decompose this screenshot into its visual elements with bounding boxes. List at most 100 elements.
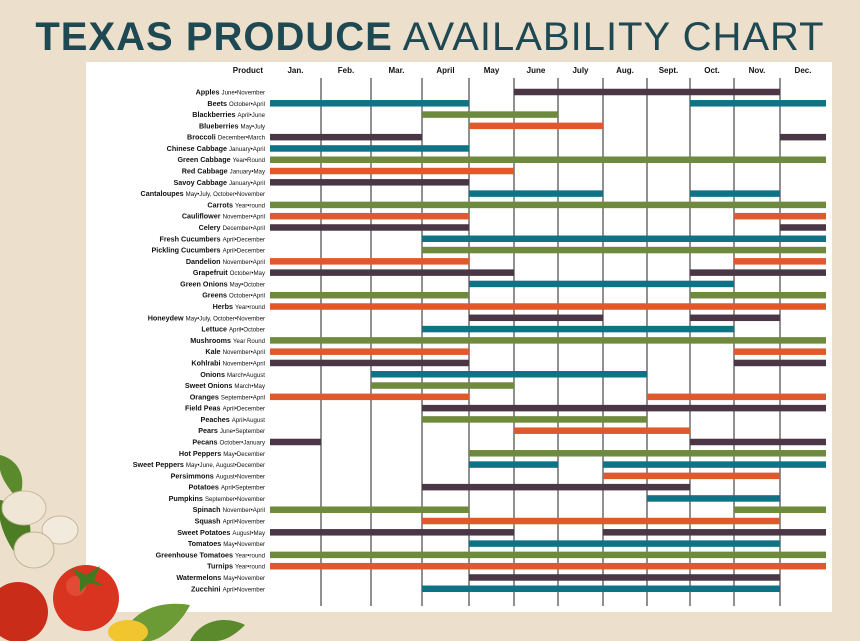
page-title: TEXAS PRODUCE AVAILABILITY CHART	[0, 12, 860, 62]
row-label: Honeydew May•July, October•November	[148, 313, 265, 322]
product-name: Herbs	[213, 302, 235, 311]
season-range: March•May	[234, 383, 266, 390]
availability-bar	[270, 156, 826, 163]
availability-bar	[422, 585, 780, 593]
availability-bar	[270, 179, 469, 186]
availability-bar	[270, 348, 469, 355]
availability-bar	[603, 472, 780, 480]
product-name: Lettuce	[201, 325, 229, 334]
product-name: Carrots	[207, 200, 235, 209]
tomato-icon	[0, 582, 48, 641]
product-name: Pickling Cucumbers	[151, 246, 222, 255]
row-label: Lettuce April•October	[201, 325, 265, 334]
availability-bar	[469, 450, 826, 457]
season-range: November•April	[223, 349, 265, 356]
season-range: Year•round	[235, 202, 265, 209]
product-name: Beets	[207, 99, 229, 108]
availability-bar	[270, 167, 514, 175]
availability-bar	[270, 551, 826, 559]
availability-bar	[690, 100, 826, 107]
row-label: Mushrooms Year Round	[190, 336, 265, 345]
season-range: March•August	[227, 372, 265, 379]
season-range: October•May	[230, 270, 266, 277]
row-label: Beets October•April	[207, 99, 265, 108]
product-name: Green Onions	[180, 279, 230, 288]
row-label: Savoy Cabbage January•April	[173, 178, 265, 187]
season-range: October•April	[229, 101, 265, 108]
mushroom-icon	[1, 490, 47, 526]
product-name: Potatoes	[189, 483, 221, 492]
row-label: Pears June•September	[198, 426, 265, 435]
product-name: Sweet Potatoes	[177, 528, 232, 537]
row-label: Oranges September•April	[190, 392, 265, 401]
product-name: Honeydew	[148, 313, 186, 322]
availability-bar	[270, 303, 826, 310]
row-label: Potatoes April•September	[189, 483, 266, 492]
row-label: Kohlrabi November•April	[191, 358, 265, 367]
availability-bar	[270, 291, 469, 299]
availability-bar	[270, 133, 422, 141]
availability-bar	[422, 111, 558, 118]
product-name: Cauliflower	[182, 212, 223, 221]
availability-bar	[469, 461, 558, 468]
row-label: Tomatoes May•November	[188, 539, 265, 548]
season-range: August•November	[216, 473, 265, 480]
season-range: April•August	[232, 417, 266, 424]
availability-bar	[469, 122, 603, 130]
row-label: Onions March•August	[200, 370, 265, 379]
product-name: Pumpkins	[169, 494, 205, 503]
availability-bar	[647, 495, 780, 502]
availability-bar	[734, 348, 826, 355]
season-range: September•November	[205, 496, 265, 503]
availability-bar	[422, 325, 734, 333]
month-label: Nov.	[749, 66, 766, 75]
product-name: Dandelion	[186, 257, 223, 266]
season-range: April•November	[223, 519, 265, 526]
product-name: Celery	[199, 223, 223, 232]
product-name: Apples	[196, 88, 222, 97]
product-name: Peaches	[201, 415, 232, 424]
product-name: Watermelons	[176, 573, 223, 582]
season-range: May•June, August•December	[186, 462, 265, 469]
season-range: May•July	[241, 123, 266, 130]
row-label: Chinese Cabbage January•April	[167, 144, 265, 153]
title-light: AVAILABILITY CHART	[402, 15, 825, 59]
row-label: Broccoli December•March	[187, 133, 265, 142]
availability-bar	[270, 529, 514, 536]
season-range: May•October	[230, 281, 265, 288]
season-range: April•December	[223, 406, 265, 413]
availability-bar	[422, 404, 826, 412]
row-label: Herbs Year•round	[213, 302, 265, 311]
season-range: November•April	[223, 259, 265, 266]
availability-bar	[270, 212, 469, 220]
product-name: Mushrooms	[190, 336, 233, 345]
product-name: Persimmons	[171, 471, 216, 480]
row-label: Field Peas April•December	[185, 404, 265, 413]
availability-bar	[270, 224, 469, 231]
row-label: Hot Peppers May•December	[179, 449, 265, 458]
season-range: May•November	[223, 541, 265, 548]
title-bold: TEXAS PRODUCE	[35, 15, 393, 59]
row-label: Grapefruit October•May	[193, 268, 266, 277]
availability-bar	[734, 258, 826, 265]
month-label: Mar.	[388, 66, 404, 75]
mushroom-icon	[41, 515, 79, 545]
row-label: Carrots Year•round	[207, 200, 265, 209]
product-name: Kohlrabi	[191, 358, 222, 367]
availability-bar	[514, 427, 690, 434]
row-label: Green Cabbage Year•Round	[177, 155, 265, 164]
row-label: Fresh Cucumbers April•December	[159, 234, 265, 243]
season-range: May•December	[223, 451, 265, 458]
product-name: Sweet Peppers	[133, 460, 186, 469]
product-name: Blueberries	[199, 121, 241, 130]
availability-bar	[422, 517, 780, 525]
row-label: Green Onions May•October	[180, 279, 265, 288]
row-label: Zucchini April•November	[191, 584, 265, 593]
row-label: Blackberries April•June	[192, 110, 265, 119]
product-name: Fresh Cucumbers	[159, 234, 222, 243]
row-label: Red Cabbage January•May	[182, 167, 266, 176]
availability-bar	[690, 190, 780, 197]
season-range: Year Round	[233, 338, 265, 345]
